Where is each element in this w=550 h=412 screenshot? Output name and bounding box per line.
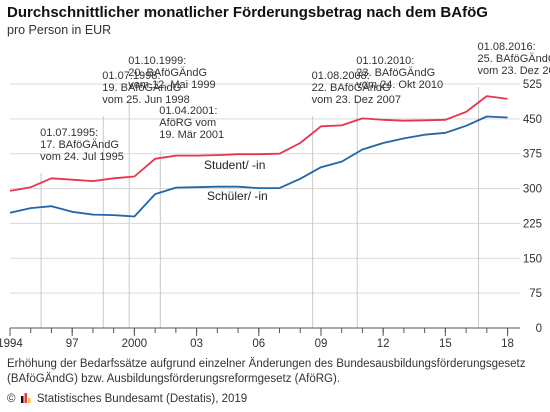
x-tick-label-2018: 18 (501, 338, 514, 350)
amendment-label-1-line-0: 01.07.1998: (102, 70, 160, 82)
source-line: © Statistisches Bundesamt (Destatis), 20… (7, 392, 247, 405)
x-tick-label-2012: 12 (377, 338, 390, 350)
y-tick-label-300: 300 (523, 184, 542, 196)
destatis-logo-icon (20, 393, 31, 403)
series-line-1 (9, 115, 508, 218)
amendment-label-4-line-2: vom 23. Dez 2007 (312, 94, 401, 106)
amendment-label-6-line-0: 01.08.2016: (478, 41, 536, 53)
amendment-label-1-line-1: 19. BAföGÄndG (102, 82, 181, 94)
x-axis: 1994 97 2000 03 06 09 12 15 18 (0, 327, 520, 350)
series-line-0 (9, 95, 508, 192)
amendment-label-5-line-1: 23. BAföGÄndG (356, 67, 435, 79)
amendment-label-4-line-1: 22. BAföGÄndG (312, 82, 391, 94)
series-label-0: Student/ -in (204, 158, 265, 172)
y-tick-label-75: 75 (529, 288, 542, 300)
amendment-label-6-line-1: 25. BAföGÄndG (478, 53, 550, 65)
series-lines (9, 95, 508, 218)
grid-lines (10, 83, 520, 294)
x-tick-label-1994: 1994 (0, 338, 23, 350)
amendment-label-6-line-2: vom 23. Dez 2014 (478, 65, 550, 77)
amendment-label-0-line-1: 17. BAföGÄndG (40, 139, 119, 151)
amendment-label-4-line-0: 01.08.2008: (312, 70, 370, 82)
chart-title: Durchschnittlicher monatlicher Förderung… (7, 4, 488, 21)
x-tick-label-1997: 97 (66, 338, 79, 350)
y-axis: 0 75 150 225 300 375 450 525 (523, 79, 542, 335)
x-tick-label-2000: 2000 (122, 338, 148, 350)
series-label-1: Schüler/ -in (207, 189, 268, 203)
y-tick-label-0: 0 (536, 323, 542, 335)
x-tick-label-2015: 15 (439, 338, 452, 350)
amendment-markers (40, 87, 480, 328)
y-tick-label-525: 525 (523, 79, 542, 91)
amendment-label-2-line-2: vom 12. Mai 1999 (128, 79, 215, 91)
amendment-label-3-line-1: AföRG vom (159, 117, 216, 129)
source-text: Statistisches Bundesamt (Destatis), 2019 (36, 393, 248, 405)
copyright-symbol: © (7, 393, 16, 405)
y-tick-label-225: 225 (523, 218, 542, 230)
x-tick-label-2009: 09 (315, 338, 328, 350)
amendment-label-0-line-2: vom 24. Jul 1995 (40, 151, 124, 163)
amendment-label-1-line-2: vom 25. Jun 1998 (102, 94, 189, 106)
amendment-label-3-line-2: 19. Mär 2001 (159, 129, 224, 141)
footnote: Erhöhung der Bedarfssätze aufgrund einze… (7, 358, 526, 385)
amendment-label-5-line-0: 01.10.2010: (356, 55, 414, 67)
y-tick-label-150: 150 (523, 253, 542, 265)
amendment-label-5-line-2: vom 24. Okt 2010 (356, 79, 443, 91)
y-tick-label-450: 450 (523, 114, 542, 126)
chart-subtitle: pro Person in EUR (7, 23, 112, 37)
amendment-label-2-line-1: 20. BAföGÄndG (128, 67, 207, 79)
y-tick-label-375: 375 (523, 149, 542, 161)
x-tick-label-2003: 03 (190, 338, 203, 350)
x-tick-label-2006: 06 (252, 338, 265, 350)
amendment-label-0-line-0: 01.07.1995: (40, 127, 98, 139)
amendment-label-2-line-0: 01.10.1999: (128, 55, 186, 67)
series-labels: Student/ -in Schüler/ -in (204, 158, 268, 203)
amendment-label-3-line-0: 01.04.2001: (159, 105, 217, 117)
